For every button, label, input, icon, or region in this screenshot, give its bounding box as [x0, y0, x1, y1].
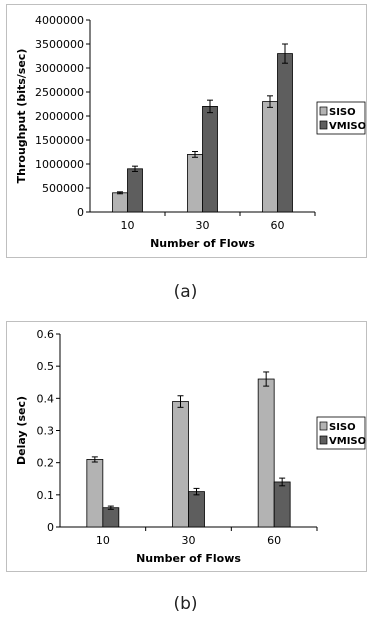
throughput-x-tick-label: 60	[271, 219, 285, 232]
throughput-y-tick-label: 1500000	[35, 134, 84, 147]
throughput-legend-swatch-siso	[319, 106, 328, 116]
delay-x-tick-label: 60	[267, 534, 281, 547]
delay-chart-panel: 0 0.1 0.2 0.3 0.4 0.5 0.6 10 30 60 Number of Flows…	[6, 321, 367, 572]
throughput-bar-siso	[112, 192, 128, 213]
delay-legend-swatch-vmiso	[319, 435, 328, 445]
delay-bar-vmiso	[273, 481, 291, 528]
throughput-y-tick-label: 3000000	[35, 62, 84, 75]
delay-bar-vmiso	[102, 507, 120, 528]
throughput-chart-panel: 0 500000 1000000 1500000 2000000 2500000 30000…	[6, 4, 367, 258]
caption-b: (b)	[173, 594, 198, 614]
delay-bar-vmiso	[188, 491, 205, 528]
throughput-legend-label: SISO	[329, 107, 356, 118]
throughput-y-tick-label: 2500000	[35, 86, 84, 99]
throughput-legend-swatch-vmiso	[319, 120, 328, 130]
delay-y-tick-label: 0.1	[37, 489, 55, 502]
throughput-chart: 0 500000 1000000 1500000 2000000 2500000 30000…	[15, 14, 366, 250]
throughput-bar-vmiso	[127, 168, 143, 213]
throughput-bar-vmiso	[277, 53, 293, 213]
throughput-x-axis-title: Number of Flows	[150, 237, 255, 250]
throughput-y-tick-label: 0	[77, 206, 84, 219]
delay-y-tick-label: 0.2	[37, 457, 55, 470]
delay-y-tick-label: 0.5	[37, 360, 55, 373]
delay-bar-siso	[172, 401, 189, 528]
delay-y-tick-label: 0.4	[37, 392, 55, 405]
throughput-bar-vmiso	[202, 106, 218, 213]
delay-bar-siso	[257, 378, 275, 528]
delay-y-axis-title: Delay (sec)	[15, 396, 28, 465]
delay-bar-siso	[86, 459, 104, 528]
throughput-y-tick-label: 1000000	[35, 158, 84, 171]
delay-y-tick-label: 0	[47, 521, 54, 534]
throughput-y-tick-label: 500000	[42, 182, 84, 195]
delay-chart: 0 0.1 0.2 0.3 0.4 0.5 0.6 10 30 60 Number of Flows…	[15, 328, 366, 565]
delay-legend-label: VMISO	[329, 436, 366, 447]
throughput-x-tick-label: 30	[196, 219, 210, 232]
delay-x-tick-label: 30	[182, 534, 196, 547]
delay-x-tick-label: 10	[96, 534, 110, 547]
throughput-y-tick-label: 2000000	[35, 110, 84, 123]
throughput-bar-siso	[187, 153, 203, 213]
throughput-y-tick-label: 4000000	[35, 14, 84, 27]
throughput-y-tick-label: 3500000	[35, 38, 84, 51]
throughput-y-axis-title: Throughput (bits/sec)	[15, 49, 28, 184]
throughput-legend-label: VMISO	[329, 121, 366, 132]
delay-legend-label: SISO	[329, 422, 356, 433]
caption-a: (a)	[173, 282, 198, 302]
delay-legend-swatch-siso	[319, 421, 328, 431]
throughput-x-tick-label: 10	[121, 219, 135, 232]
throughput-bar-siso	[262, 101, 278, 213]
delay-y-tick-label: 0.3	[37, 425, 55, 438]
delay-x-axis-title: Number of Flows	[136, 552, 241, 565]
delay-y-tick-label: 0.6	[37, 328, 55, 341]
